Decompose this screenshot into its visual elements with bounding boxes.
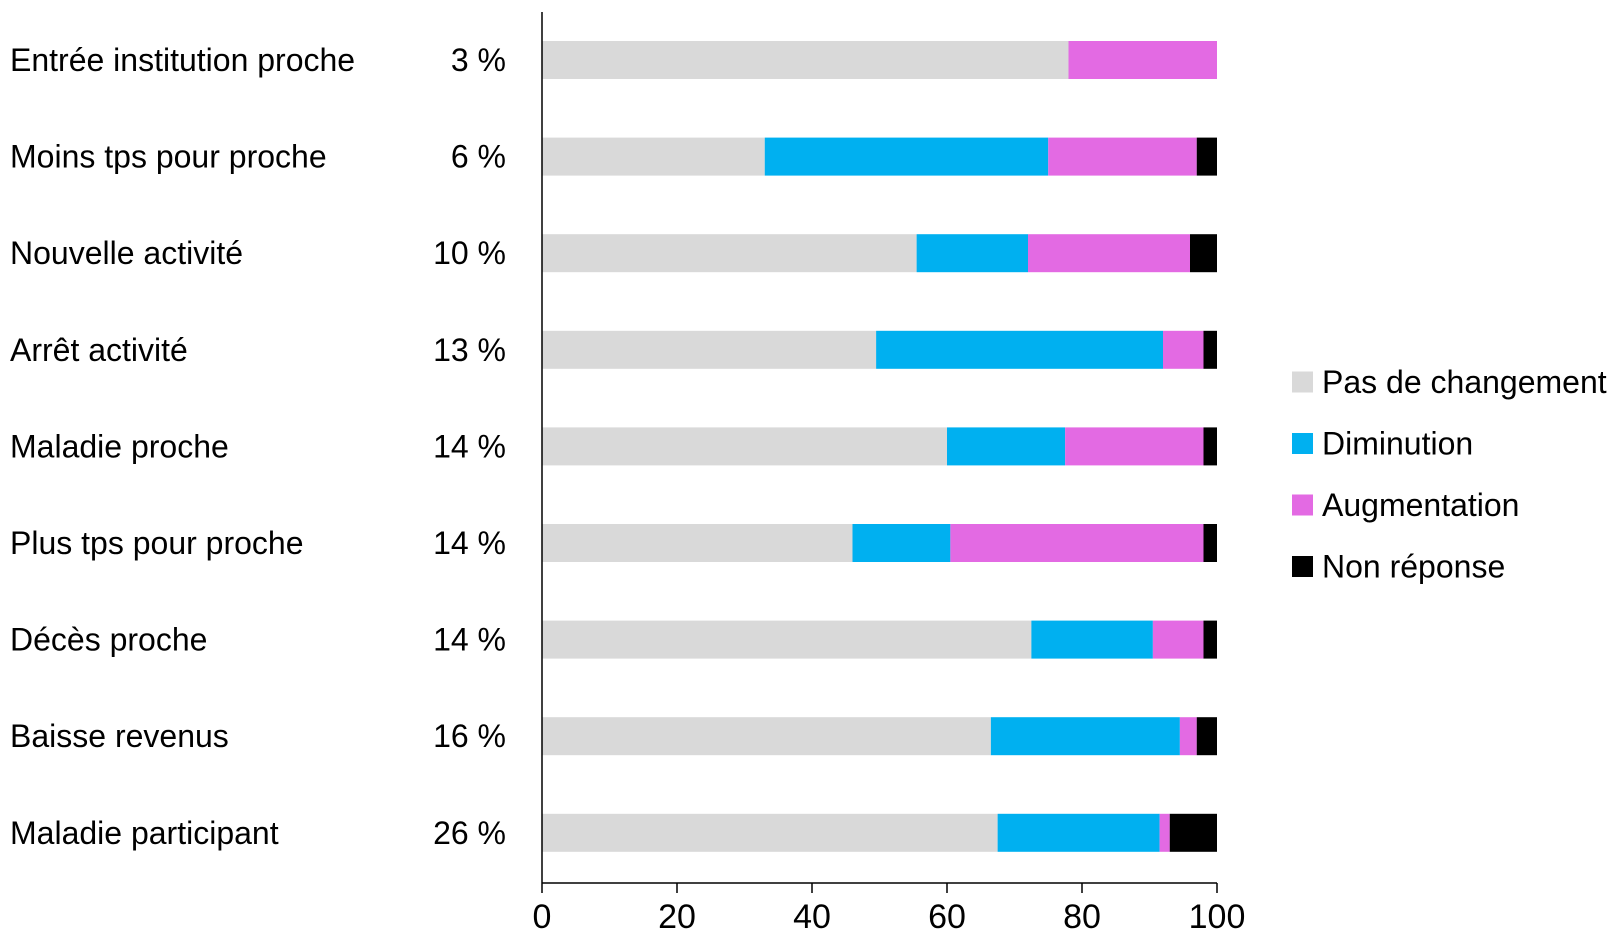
bar-segment bbox=[542, 427, 947, 466]
legend-label: Augmentation bbox=[1322, 487, 1519, 523]
bar-segment bbox=[916, 234, 1028, 273]
bar-segment bbox=[950, 524, 1204, 562]
category-labels: Entrée institution proche Moins tps pour … bbox=[10, 42, 355, 851]
bar-segment bbox=[542, 137, 765, 176]
percent-label: 3 % bbox=[451, 42, 506, 78]
percent-label: 26 % bbox=[433, 815, 506, 851]
percent-label: 10 % bbox=[433, 235, 506, 271]
bar-segment bbox=[542, 524, 853, 562]
legend-swatch bbox=[1292, 494, 1313, 516]
legend-label: Pas de changement bbox=[1322, 364, 1607, 400]
bar-segment bbox=[1203, 524, 1217, 562]
percent-label: 14 % bbox=[433, 428, 506, 464]
percent-label: 16 % bbox=[433, 718, 506, 754]
percent-labels: 3 % 6 % 10 % 13 % 14 % 14 % 14 % 16 % 26 % bbox=[433, 42, 506, 851]
category-label: Entrée institution proche bbox=[10, 42, 355, 78]
bar-segment bbox=[542, 41, 1069, 79]
bar-segment bbox=[1163, 330, 1204, 369]
bar-segment bbox=[1152, 620, 1204, 659]
bar-segment bbox=[1203, 620, 1217, 659]
bar-segment bbox=[1190, 234, 1217, 273]
bar-segment bbox=[997, 813, 1160, 852]
category-label: Maladie proche bbox=[10, 428, 229, 464]
legend-swatch bbox=[1292, 556, 1313, 577]
bar-segment bbox=[1179, 717, 1197, 756]
x-tick-label: 80 bbox=[1063, 898, 1101, 936]
legend-swatch bbox=[1292, 371, 1313, 393]
axes-group: 0 20 40 60 80 100 bbox=[533, 12, 1246, 936]
x-tick-label: 100 bbox=[1189, 898, 1246, 936]
percent-label: 14 % bbox=[433, 525, 506, 561]
bar-segment bbox=[1196, 717, 1217, 756]
bar-segment bbox=[542, 234, 917, 273]
bar-segment bbox=[1048, 137, 1197, 176]
bar-segment bbox=[1065, 427, 1204, 466]
bars-group bbox=[542, 41, 1217, 852]
legend-label: Diminution bbox=[1322, 426, 1473, 462]
bar-segment bbox=[1196, 137, 1217, 176]
category-label: Nouvelle activité bbox=[10, 235, 243, 271]
legend-label: Non réponse bbox=[1322, 549, 1505, 585]
category-label: Arrêt activité bbox=[10, 332, 188, 368]
bar-segment bbox=[1169, 813, 1217, 852]
bar-segment bbox=[1031, 620, 1153, 659]
category-label: Plus tps pour proche bbox=[10, 525, 304, 561]
bar-segment bbox=[542, 717, 991, 756]
bar-segment bbox=[852, 524, 951, 562]
bar-segment bbox=[542, 330, 877, 369]
bar-segment bbox=[1203, 330, 1217, 369]
bar-segment bbox=[542, 620, 1032, 659]
percent-label: 13 % bbox=[433, 332, 506, 368]
bar-segment bbox=[1028, 234, 1190, 273]
bar-segment bbox=[764, 137, 1049, 176]
x-tick-label: 60 bbox=[928, 898, 966, 936]
bar-segment bbox=[1068, 41, 1217, 79]
percent-label: 6 % bbox=[451, 139, 506, 175]
bar-segment bbox=[990, 717, 1180, 756]
x-tick-label: 20 bbox=[658, 898, 696, 936]
bar-segment bbox=[947, 427, 1066, 466]
x-tick-label: 0 bbox=[533, 898, 552, 936]
bar-segment bbox=[1203, 427, 1217, 466]
category-label: Baisse revenus bbox=[10, 718, 229, 754]
category-label: Maladie participant bbox=[10, 815, 279, 851]
bar-segment bbox=[1159, 813, 1170, 852]
percent-label: 14 % bbox=[433, 622, 506, 658]
legend: Pas de changement Diminution Augmentation N… bbox=[1292, 364, 1607, 585]
category-label: Moins tps pour proche bbox=[10, 139, 327, 175]
category-label: Décès proche bbox=[10, 622, 207, 658]
bar-segment bbox=[876, 330, 1163, 369]
bar-segment bbox=[542, 813, 998, 852]
x-tick-label: 40 bbox=[793, 898, 831, 936]
legend-swatch bbox=[1292, 433, 1313, 454]
